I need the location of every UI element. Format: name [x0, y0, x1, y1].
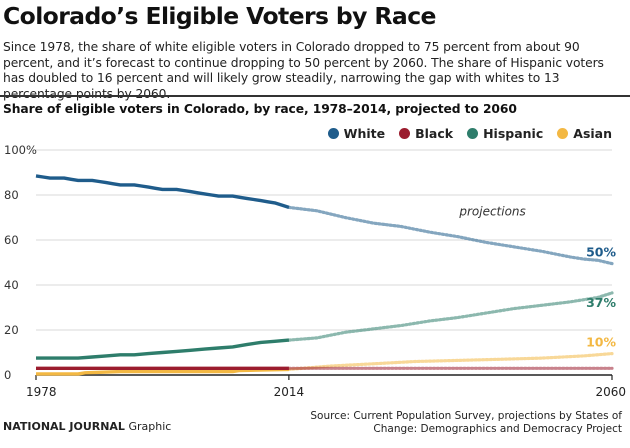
legend-item-asian: Asian	[557, 126, 612, 141]
legend-label-asian: Asian	[573, 126, 612, 141]
projections-annotation: projections	[458, 205, 525, 219]
x-tick-label-1978: 1978	[26, 385, 57, 399]
chart-legend: White Black Hispanic Asian	[327, 126, 612, 141]
y-tick-label-0: 0	[4, 368, 11, 382]
legend-label-hispanic: Hispanic	[483, 126, 544, 141]
legend-label-black: Black	[415, 126, 454, 141]
page-title: Colorado’s Eligible Voters by Race	[3, 2, 436, 30]
series-asian-actual-line	[36, 367, 289, 376]
source-note: Source: Current Population Survey, proje…	[310, 410, 622, 435]
legend-swatch-hispanic	[467, 128, 479, 139]
legend-item-black: Black	[399, 126, 453, 141]
legend-label-white: White	[343, 126, 386, 141]
y-tick-label-60: 60	[4, 233, 19, 247]
series-hispanic-projected-line	[287, 291, 614, 342]
brand-name: NATIONAL JOURNAL	[3, 420, 125, 433]
title-divider	[0, 95, 630, 97]
series-white-actual-line	[35, 174, 290, 210]
series-asian-end-label: 10%	[586, 335, 616, 350]
series-hispanic-actual-line	[36, 338, 290, 360]
legend-swatch-asian	[557, 128, 569, 139]
series-white-end-label: 50%	[586, 245, 616, 260]
y-tick-label-40: 40	[4, 278, 19, 292]
page-subtitle: Since 1978, the share of white eligible …	[3, 40, 604, 101]
series-asian-projected-line	[287, 352, 614, 371]
chart-title: Share of eligible voters in Colorado, by…	[3, 102, 517, 116]
y-tick-label-80: 80	[4, 188, 19, 202]
y-tick-label-100: 100%	[4, 143, 37, 157]
legend-swatch-black	[399, 128, 411, 139]
legend-swatch-white	[327, 128, 339, 139]
legend-item-hispanic: Hispanic	[467, 126, 543, 141]
y-tick-label-20: 20	[4, 323, 19, 337]
series-white-projected-line	[287, 205, 614, 266]
brand-suffix: Graphic	[128, 420, 172, 433]
legend-item-white: White	[327, 126, 386, 141]
footer-brand: NATIONAL JOURNAL Graphic	[3, 420, 171, 433]
x-tick-label-2060: 2060	[595, 385, 626, 399]
x-tick-label-2014: 2014	[274, 385, 305, 399]
series-hispanic-end-label: 37%	[586, 295, 616, 310]
